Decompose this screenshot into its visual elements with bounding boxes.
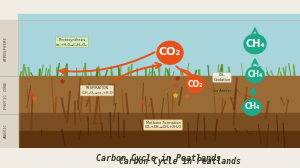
Circle shape <box>157 41 183 64</box>
Bar <box>18 113 300 132</box>
Bar <box>0 20 18 148</box>
Text: ATMOSPHERE: ATMOSPHERE <box>4 36 8 61</box>
Text: Methane Formation
CO₂+4H₂→CH₄+2H₂O: Methane Formation CO₂+4H₂→CH₄+2H₂O <box>145 121 182 129</box>
Bar <box>18 20 300 148</box>
Circle shape <box>244 34 266 54</box>
Text: ANOXIC: ANOXIC <box>4 123 8 138</box>
Text: Carbon Cycle in Peatlands: Carbon Cycle in Peatlands <box>97 154 221 163</box>
Text: Photosynthesis
co₂+H₂O→C₆H₁₂O₆: Photosynthesis co₂+H₂O→C₆H₁₂O₆ <box>56 38 88 47</box>
Bar <box>18 76 300 114</box>
Text: CH₄: CH₄ <box>247 70 263 79</box>
Text: RESPIRATION
C₆H₁₂O₆→co₂+H₂O: RESPIRATION C₆H₁₂O₆→co₂+H₂O <box>81 86 113 95</box>
Text: PHOTIC ZONE: PHOTIC ZONE <box>4 81 8 109</box>
Circle shape <box>243 99 261 115</box>
Bar <box>18 131 300 148</box>
Text: CH₄
Oxidation: CH₄ Oxidation <box>213 73 231 82</box>
Text: CH₄: CH₄ <box>245 39 265 49</box>
Text: CO₂: CO₂ <box>187 79 203 89</box>
Text: CO₂: CO₂ <box>159 47 181 57</box>
Text: via Aerose: via Aerose <box>213 89 231 93</box>
Bar <box>18 14 300 76</box>
Circle shape <box>246 67 264 83</box>
Text: CH₄: CH₄ <box>244 102 260 111</box>
Text: Carbon Cycle in Peatlands: Carbon Cycle in Peatlands <box>119 157 241 166</box>
Circle shape <box>186 77 204 92</box>
